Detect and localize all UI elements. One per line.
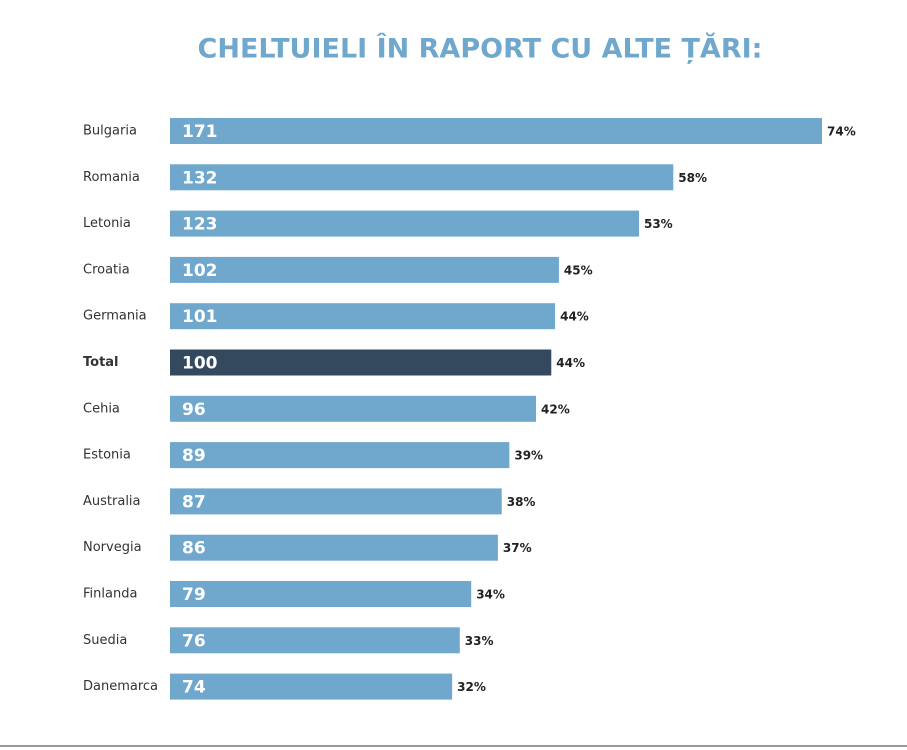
percent-label: 37% bbox=[503, 541, 532, 555]
percent-label: 45% bbox=[564, 263, 593, 277]
percent-label: 44% bbox=[556, 356, 585, 370]
bar-value-label: 87 bbox=[182, 492, 206, 512]
bar-value-label: 123 bbox=[182, 215, 218, 235]
percent-label: 44% bbox=[560, 310, 589, 324]
category-label: Danemarca bbox=[83, 679, 158, 694]
percent-label: 58% bbox=[678, 171, 707, 185]
bar-value-label: 89 bbox=[182, 446, 206, 466]
bar bbox=[170, 627, 460, 654]
category-label: Australia bbox=[83, 494, 141, 509]
bar bbox=[170, 534, 498, 561]
bar bbox=[170, 349, 552, 376]
bar-value-label: 96 bbox=[182, 400, 206, 420]
bar bbox=[170, 256, 559, 283]
category-label: Croatia bbox=[83, 262, 130, 277]
bar-value-label: 102 bbox=[182, 261, 218, 281]
bar-value-label: 101 bbox=[182, 307, 218, 327]
bar bbox=[170, 395, 537, 422]
chart-title: CHELTUIELI ÎN RAPORT CU ALTE ȚĂRI: bbox=[198, 33, 763, 65]
bar bbox=[170, 488, 502, 515]
category-label: Estonia bbox=[83, 448, 131, 463]
bar bbox=[170, 673, 453, 700]
percent-label: 74% bbox=[827, 125, 856, 139]
percent-label: 33% bbox=[465, 634, 494, 648]
percent-label: 32% bbox=[457, 680, 486, 694]
bar-value-label: 86 bbox=[182, 539, 206, 559]
category-label: Bulgaria bbox=[83, 124, 137, 139]
bar-value-label: 76 bbox=[182, 631, 206, 651]
bar-value-label: 74 bbox=[182, 678, 206, 698]
percent-label: 42% bbox=[541, 402, 570, 416]
category-label: Total bbox=[83, 355, 119, 370]
bar bbox=[170, 164, 674, 191]
bar bbox=[170, 303, 556, 330]
bar-value-label: 171 bbox=[182, 122, 218, 142]
bar bbox=[170, 118, 822, 144]
category-label: Letonia bbox=[83, 216, 131, 231]
bar-value-label: 79 bbox=[182, 585, 206, 605]
category-label: Suedia bbox=[83, 633, 127, 648]
bar bbox=[170, 581, 472, 607]
bar-value-label: 100 bbox=[182, 354, 218, 374]
bar bbox=[170, 210, 639, 237]
percent-label: 38% bbox=[507, 495, 536, 509]
category-label: Romania bbox=[83, 170, 140, 185]
category-label: Norvegia bbox=[83, 540, 142, 555]
category-label: Cehia bbox=[83, 401, 120, 416]
bar-value-label: 132 bbox=[182, 168, 218, 188]
percent-label: 53% bbox=[644, 217, 673, 231]
category-label: Finlanda bbox=[83, 587, 137, 602]
percent-label: 34% bbox=[476, 588, 505, 602]
bar bbox=[170, 442, 510, 469]
category-label: Germania bbox=[83, 309, 147, 324]
percent-label: 39% bbox=[514, 449, 543, 463]
